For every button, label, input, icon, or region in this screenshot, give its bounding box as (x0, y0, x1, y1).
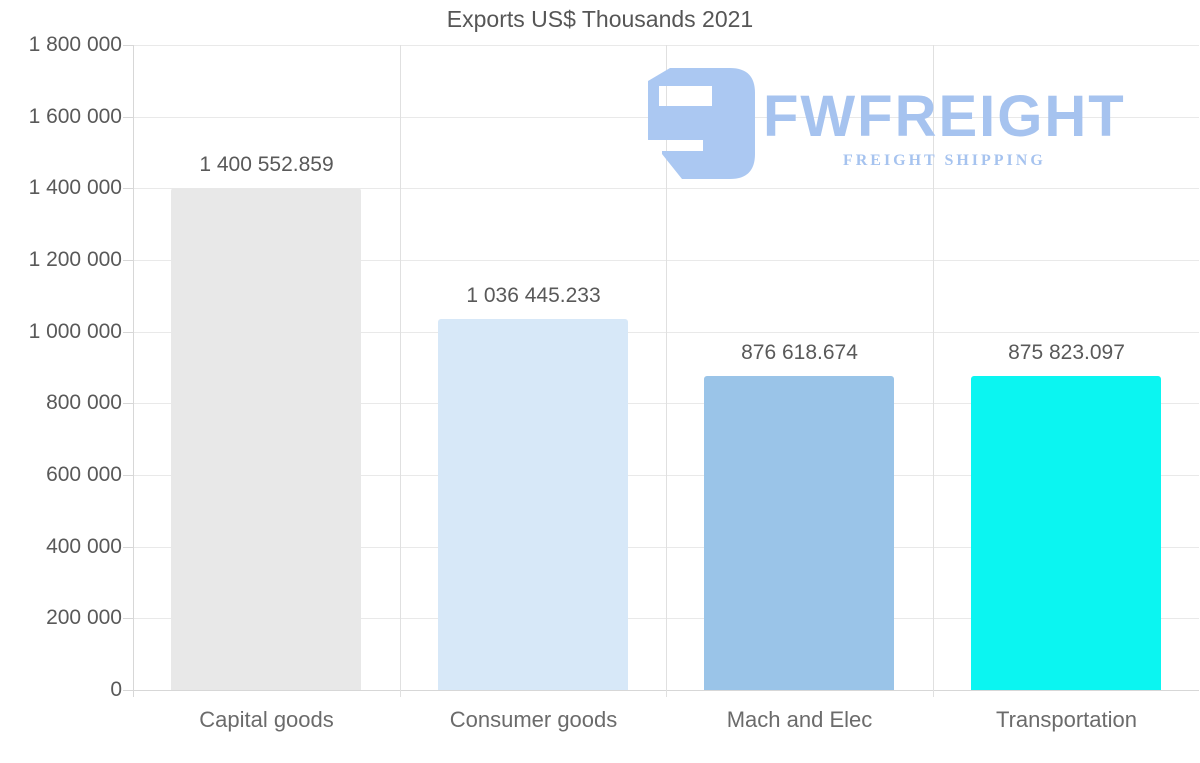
bar-value-label-capital-goods: 1 400 552.859 (199, 153, 334, 176)
watermark-text-block: FWFREIGHT FREIGHT SHIPPING (763, 68, 1126, 170)
y-axis-tick (123, 188, 133, 189)
bar-value-label-transportation: 875 823.097 (1008, 341, 1125, 364)
chart-title: Exports US$ Thousands 2021 (446, 6, 754, 32)
y-axis-label: 0 (110, 678, 122, 701)
watermark-logo: FWFREIGHT FREIGHT SHIPPING (648, 68, 1126, 184)
y-axis-tick (123, 45, 133, 46)
y-axis-label: 1 400 000 (28, 176, 122, 199)
watermark-tagline: FREIGHT SHIPPING (842, 152, 1046, 169)
y-axis-label: 1 600 000 (28, 105, 122, 128)
y-axis-label: 400 000 (46, 535, 122, 558)
y-axis-label: 1 000 000 (28, 320, 122, 343)
y-axis-line (133, 45, 134, 697)
y-axis-tick (123, 475, 133, 476)
bar-value-label-consumer-goods: 1 036 445.233 (466, 284, 601, 307)
watermark-brand-name: FWFREIGHT (763, 84, 1126, 149)
y-axis-tick (123, 260, 133, 261)
column-separator (666, 45, 667, 697)
x-axis-label-transportation: Transportation (995, 707, 1138, 732)
y-axis-label: 200 000 (46, 606, 122, 629)
column-separator (400, 45, 401, 697)
bar-mach-and-elec[interactable] (704, 376, 894, 690)
x-axis-label-consumer-goods: Consumer goods (449, 707, 618, 732)
x-axis-label-capital-goods: Capital goods (199, 707, 334, 732)
bar-capital-goods[interactable] (171, 188, 361, 690)
y-axis-label: 1 800 000 (28, 33, 122, 56)
column-separator (933, 45, 934, 697)
y-axis-tick (123, 403, 133, 404)
y-axis-tick (123, 332, 133, 333)
x-axis-label-mach-and-elec: Mach and Elec (726, 707, 873, 732)
y-axis-tick (123, 690, 133, 691)
y-axis-label: 1 200 000 (28, 248, 122, 271)
fwfreight-logo-icon (648, 68, 755, 184)
y-axis-label: 800 000 (46, 391, 122, 414)
y-axis-label: 600 000 (46, 463, 122, 486)
bar-value-label-mach-and-elec: 876 618.674 (741, 341, 858, 364)
bar-transportation[interactable] (971, 376, 1161, 690)
y-axis-tick (123, 547, 133, 548)
y-axis-tick (123, 618, 133, 619)
y-axis-tick (123, 117, 133, 118)
bar-consumer-goods[interactable] (438, 319, 628, 690)
